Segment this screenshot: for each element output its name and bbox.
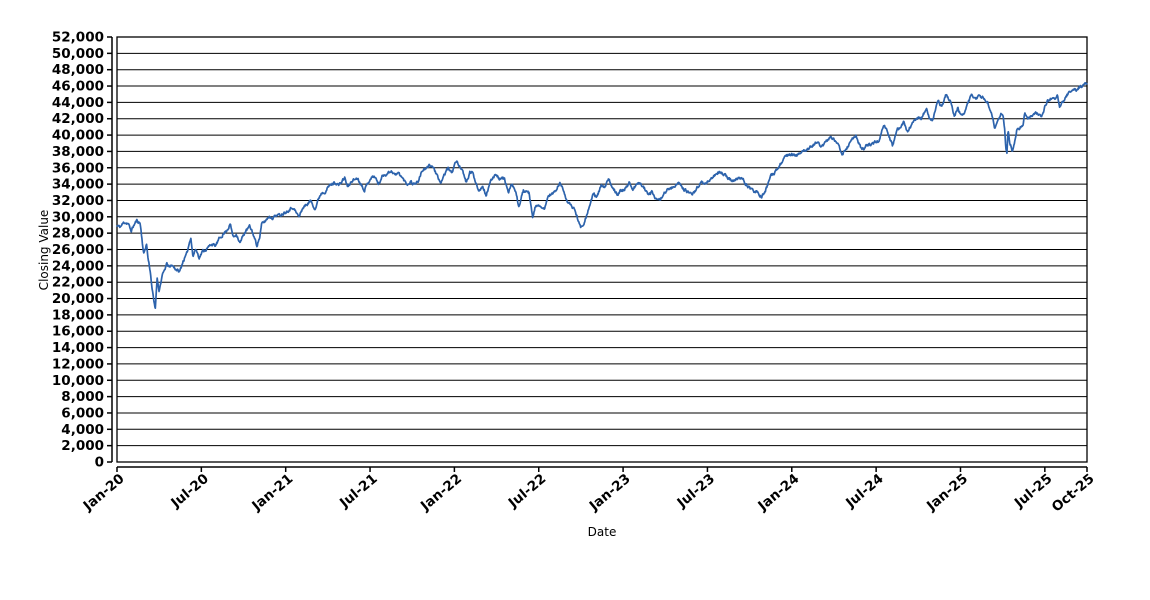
y-tick-label: 30,000 — [52, 209, 104, 225]
y-tick-label: 2,000 — [61, 438, 104, 454]
y-tick-label: 48,000 — [52, 62, 104, 78]
y-tick-label: 18,000 — [52, 307, 104, 323]
x-tick-label: Jul-20 — [167, 471, 211, 512]
y-tick-label: 10,000 — [52, 373, 104, 389]
closing-value-line — [116, 82, 1088, 309]
plot-border — [116, 36, 1088, 463]
y-tick-label: 0 — [95, 455, 104, 471]
y-tick-label: 4,000 — [61, 422, 104, 438]
y-tick-label: 8,000 — [61, 389, 104, 405]
x-axis-title: Date — [588, 525, 617, 539]
y-tick-label: 40,000 — [52, 128, 104, 144]
x-tick-label: Jul-22 — [505, 471, 549, 512]
y-tick-label: 12,000 — [52, 356, 104, 372]
series-layer — [116, 82, 1088, 309]
y-tick-label: 32,000 — [52, 193, 104, 209]
y-tick-label: 28,000 — [52, 226, 104, 242]
y-tick-label: 52,000 — [52, 30, 104, 46]
y-tick-label: 20,000 — [52, 291, 104, 307]
gridlines-layer — [117, 36, 1087, 463]
y-tick-label: 16,000 — [52, 324, 104, 340]
y-tick-label: 34,000 — [52, 177, 104, 193]
y-tick-label: 14,000 — [52, 340, 104, 356]
x-tick-label: Jul-24 — [842, 471, 886, 512]
x-tick-label: Jan-23 — [586, 471, 634, 515]
y-tick-label: 44,000 — [52, 95, 104, 111]
x-tick-label: Jan-22 — [417, 471, 465, 515]
y-tick-label: 26,000 — [52, 242, 104, 258]
y-axis-title: Closing Value — [37, 210, 51, 291]
y-tick-label: 50,000 — [52, 46, 104, 62]
x-tick-label: Jul-23 — [674, 471, 718, 512]
x-tick-label: Jan-25 — [923, 471, 971, 515]
x-tick-label: Jan-20 — [80, 471, 128, 515]
y-tick-label: 6,000 — [61, 405, 104, 421]
x-tick-label: Jul-21 — [336, 471, 380, 512]
y-tick-label: 24,000 — [52, 258, 104, 274]
y-tick-label: 38,000 — [52, 144, 104, 160]
y-tick-label: 36,000 — [52, 160, 104, 176]
x-tick-label: Jan-21 — [248, 471, 296, 515]
x-tick-label: Jul-25 — [1011, 471, 1055, 512]
x-tick-label: Jan-24 — [754, 471, 802, 515]
y-tick-label: 22,000 — [52, 275, 104, 291]
y-tick-label: 42,000 — [52, 111, 104, 127]
x-tick-label: Oct-25 — [1049, 471, 1098, 516]
y-tick-label: 46,000 — [52, 79, 104, 95]
